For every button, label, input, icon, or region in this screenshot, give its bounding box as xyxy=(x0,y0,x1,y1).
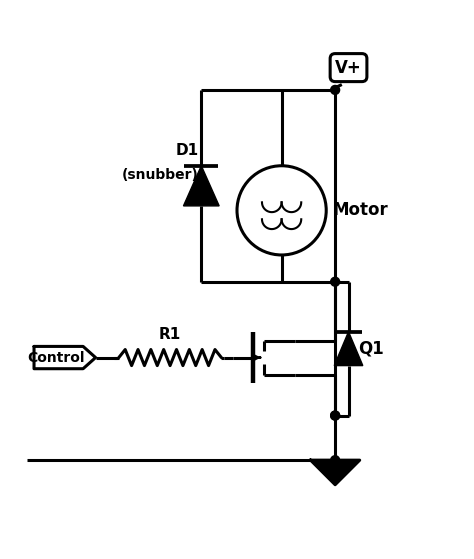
Polygon shape xyxy=(183,166,219,206)
Polygon shape xyxy=(334,331,363,366)
Circle shape xyxy=(331,277,339,286)
Polygon shape xyxy=(310,460,360,485)
Circle shape xyxy=(331,411,339,420)
Circle shape xyxy=(331,86,339,94)
Text: (snubber): (snubber) xyxy=(122,168,199,182)
Polygon shape xyxy=(34,347,96,369)
Text: Control: Control xyxy=(27,350,85,364)
Text: D1: D1 xyxy=(176,143,199,158)
Circle shape xyxy=(331,456,339,465)
Text: Motor: Motor xyxy=(333,201,389,219)
Circle shape xyxy=(331,411,339,420)
Text: R1: R1 xyxy=(159,327,181,342)
Text: Q1: Q1 xyxy=(358,340,384,358)
Text: V+: V+ xyxy=(335,59,362,77)
